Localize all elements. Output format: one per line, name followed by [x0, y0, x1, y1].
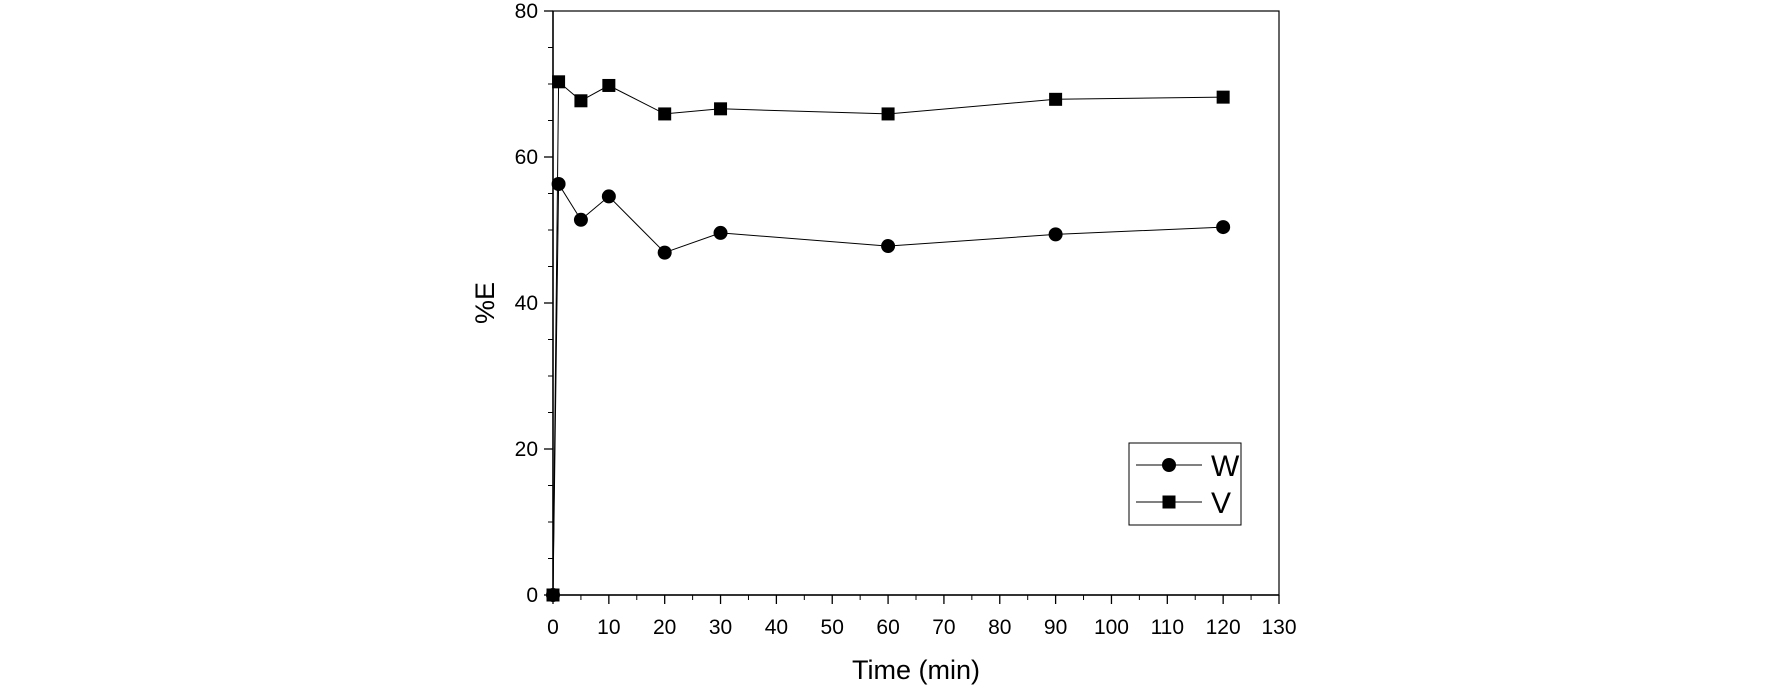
data-point-W — [573, 212, 588, 227]
data-point-V — [714, 102, 728, 116]
x-tick-label: 10 — [597, 616, 620, 639]
x-tick-label: 30 — [709, 616, 732, 639]
x-axis: 0 10 20 30 40 50 60 70 80 90 100 110 120 130 — [547, 594, 1297, 639]
y-tick-label: 0 — [526, 584, 538, 607]
y-tick-label: 60 — [515, 146, 538, 169]
y-tick-label: 20 — [515, 438, 538, 461]
data-point-V — [1049, 92, 1063, 106]
y-axis: 0 20 40 60 80 — [515, 0, 554, 607]
legend-label-W: W — [1211, 450, 1240, 483]
y-tick-label: 80 — [515, 0, 538, 23]
legend: WV — [1128, 442, 1242, 526]
series-line-V — [552, 80, 1224, 596]
x-tick-label: 130 — [1261, 616, 1296, 639]
data-point-W — [551, 177, 566, 192]
data-point-V — [546, 588, 560, 602]
data-point-V — [602, 78, 616, 92]
x-tick-label: 50 — [821, 616, 844, 639]
data-point-W — [657, 245, 672, 260]
x-tick-label: 80 — [988, 616, 1011, 639]
x-tick-label: 40 — [765, 616, 788, 639]
x-tick-label: 100 — [1094, 616, 1129, 639]
data-point-V — [658, 107, 672, 121]
y-axis-title: %E — [470, 282, 500, 324]
data-point-W — [1048, 227, 1063, 242]
data-point-W — [1216, 220, 1231, 235]
legend-box — [1128, 442, 1242, 526]
x-tick-label: 70 — [932, 616, 955, 639]
x-axis-title: Time (min) — [852, 655, 980, 685]
data-point-V — [574, 94, 588, 108]
data-point-W — [713, 225, 728, 240]
data-point-W — [881, 239, 896, 254]
x-tick-label: 0 — [547, 616, 559, 639]
legend-marker-V — [1162, 495, 1176, 509]
legend-label-V: V — [1211, 487, 1231, 520]
x-tick-label: 110 — [1151, 616, 1184, 639]
series-layer — [546, 75, 1231, 602]
data-point-V — [881, 107, 895, 121]
x-tick-label: 90 — [1044, 616, 1067, 639]
y-tick-label: 40 — [515, 292, 538, 315]
x-tick-label: 120 — [1206, 616, 1241, 639]
data-point-V — [552, 75, 566, 89]
x-tick-label: 60 — [876, 616, 899, 639]
data-point-V — [1216, 90, 1230, 104]
x-tick-label: 20 — [653, 616, 676, 639]
data-point-W — [601, 189, 616, 204]
legend-marker-W — [1162, 458, 1176, 472]
